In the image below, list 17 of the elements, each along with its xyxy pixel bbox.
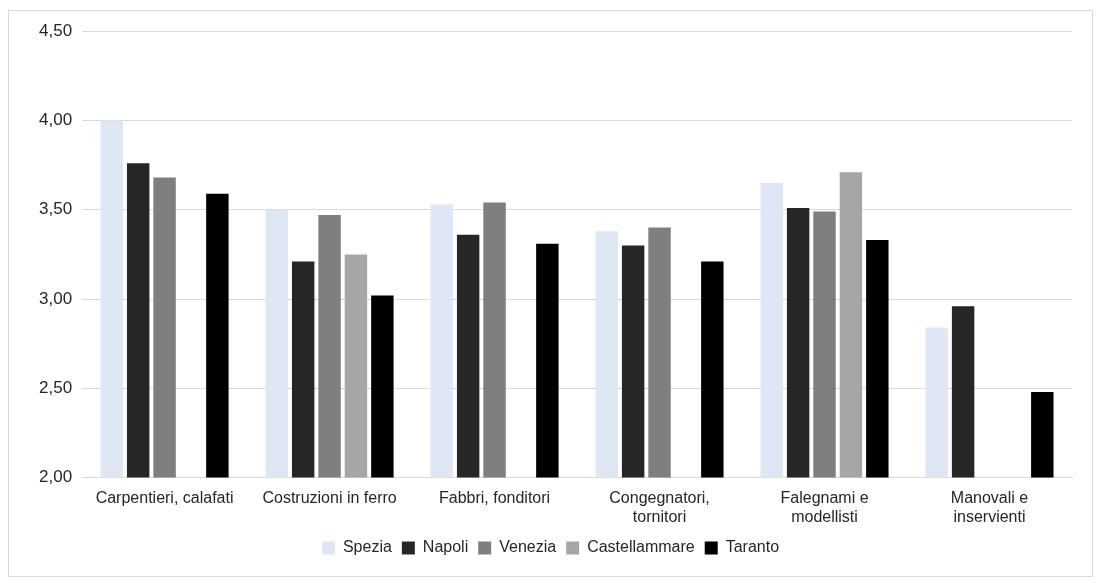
x-tick-label: Manovali e inservienti — [950, 488, 1029, 525]
x-tick-label: Costruzioni in ferro — [262, 488, 397, 506]
x-tick-label: Carpentieri, calafati — [95, 488, 234, 506]
y-tick-label: 4,50 — [38, 20, 73, 40]
legend-label: Taranto — [725, 538, 780, 556]
y-tick-label: 3,00 — [38, 288, 73, 308]
y-tick-label: 2,00 — [38, 467, 73, 487]
legend-label: Napoli — [422, 538, 469, 556]
y-tick-label: 4,00 — [38, 110, 73, 130]
legend-label: Castellammare — [587, 538, 695, 556]
y-tick-label: 2,50 — [38, 378, 73, 398]
x-tick-label: Falegnami e modellisti — [780, 488, 869, 525]
x-tick-label: Fabbri, fonditori — [438, 488, 551, 506]
y-tick-label: 3,50 — [38, 199, 73, 219]
legend-label: Spezia — [342, 538, 392, 556]
legend-label: Venezia — [499, 538, 557, 556]
x-tick-label: Congegnatori, tornitori — [609, 488, 710, 525]
